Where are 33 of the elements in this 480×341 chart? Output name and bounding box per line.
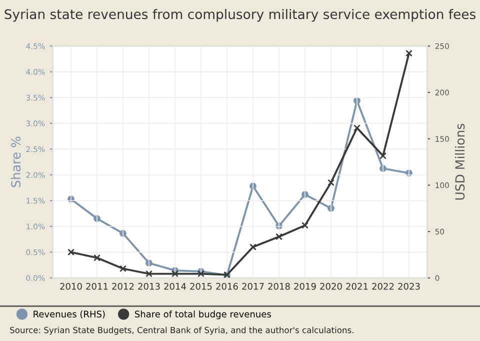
x-tick-label: 2015 <box>190 282 212 290</box>
x-tick-label: 2019 <box>294 282 316 290</box>
x-tick-label: 2020 <box>320 282 342 290</box>
legend-label: Share of total budge revenues <box>134 310 271 320</box>
point <box>146 270 152 278</box>
x-tick-label: 2014 <box>164 282 186 290</box>
point <box>250 244 256 250</box>
point <box>94 254 100 262</box>
y2-axis-title: USD Millions <box>454 124 465 200</box>
y-axis-title: Share % <box>10 136 21 188</box>
x-tick-label: 2011 <box>86 282 108 290</box>
point <box>172 270 178 278</box>
x-tick-label: 2021 <box>346 282 368 290</box>
point <box>328 179 334 186</box>
x-tick-label: 2018 <box>268 282 290 290</box>
point <box>354 124 360 132</box>
legend-label: Revenues (RHS) <box>34 310 105 319</box>
x-tick-label: 2022 <box>372 282 394 290</box>
chart-title: Syrian state revenues from complusory military service exemption fees <box>4 8 476 22</box>
x-tick-label: 2010 <box>60 282 82 290</box>
point <box>198 270 204 278</box>
point <box>276 233 282 240</box>
x-tick-label: 2016 <box>216 282 238 290</box>
point <box>68 248 74 256</box>
point <box>120 265 126 272</box>
point <box>380 152 386 160</box>
point <box>302 222 308 229</box>
source-note: Source: Syrian State Budgets, Central Bank of Syria, and the author's calculations. <box>10 326 354 335</box>
x-tick-label: 2013 <box>138 282 160 290</box>
point <box>406 50 412 57</box>
x-tick-label: 2017 <box>242 282 264 290</box>
x-tick-label: 2023 <box>398 282 420 290</box>
x-tick-label: 2012 <box>112 282 134 290</box>
